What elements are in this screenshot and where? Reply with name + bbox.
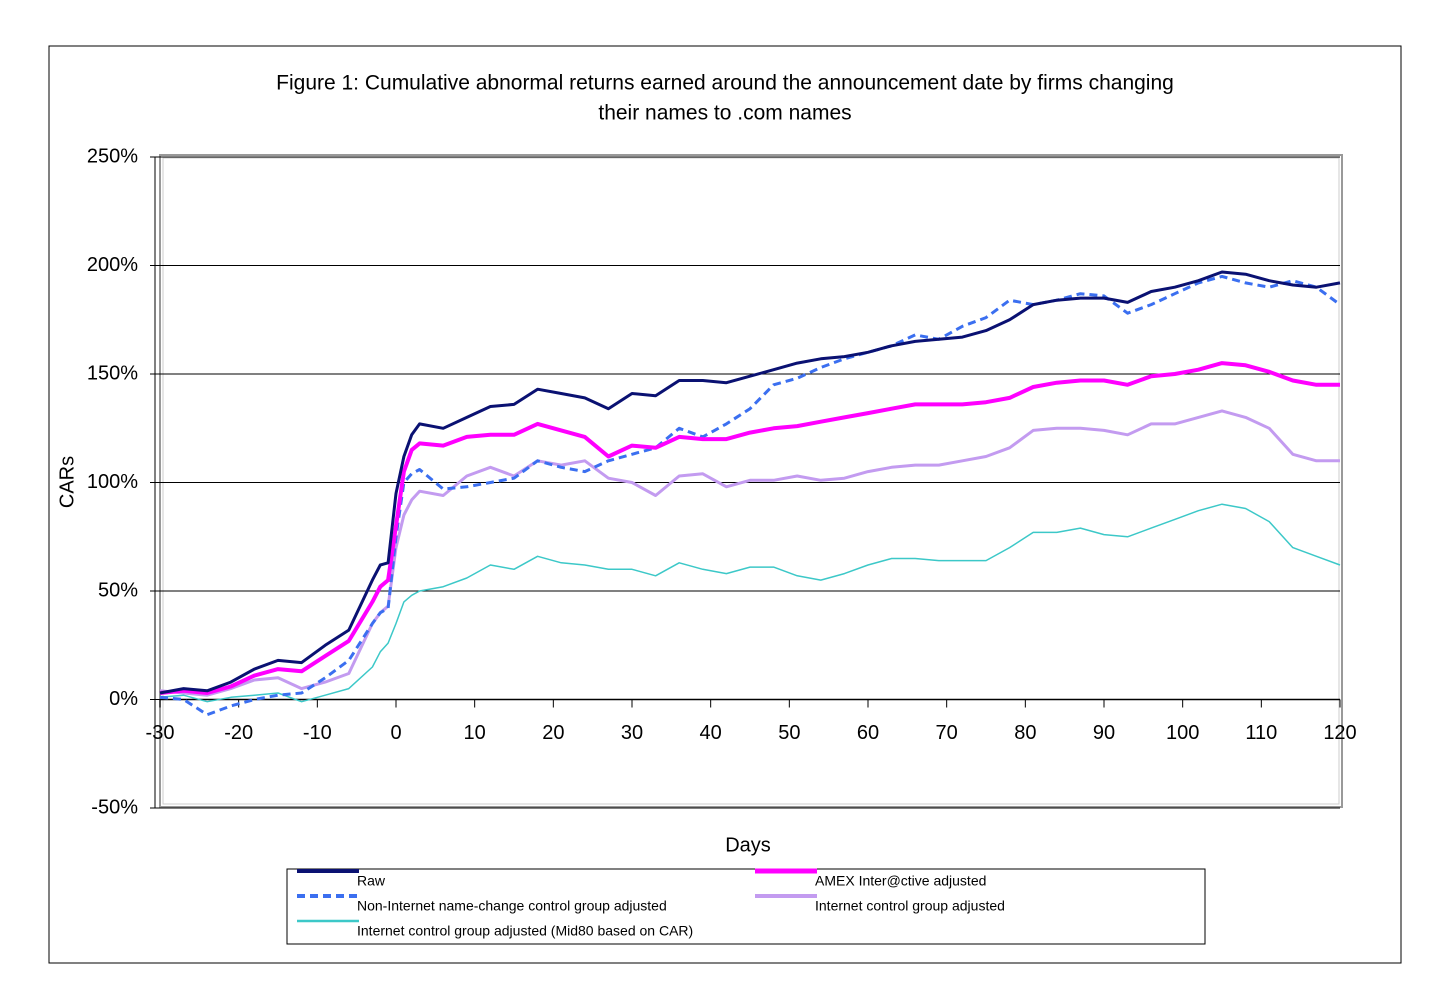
x-axis-label: Days bbox=[725, 834, 771, 856]
x-tick-label: -10 bbox=[303, 722, 332, 744]
y-tick-label: 250% bbox=[87, 145, 138, 167]
frame bbox=[48, 45, 1402, 964]
series-line bbox=[159, 270, 1341, 695]
x-tick-label: 0 bbox=[390, 722, 401, 744]
x-tick-label: -20 bbox=[224, 722, 253, 744]
legend-label: AMEX Inter@ctive adjusted bbox=[815, 873, 986, 889]
chart-title: Figure 1: Cumulative abnormal returns ea… bbox=[276, 72, 1174, 95]
series-line bbox=[159, 274, 1341, 717]
x-tick-label: 100 bbox=[1166, 722, 1199, 744]
y-tick-label: 200% bbox=[87, 254, 138, 276]
legend-label: Internet control group adjusted (Mid80 b… bbox=[357, 923, 693, 939]
series-line bbox=[159, 361, 1340, 695]
legend-label: Raw bbox=[357, 873, 386, 889]
x-tick-label: 40 bbox=[700, 722, 722, 744]
plot-border bbox=[159, 154, 1343, 808]
y-tick-label: 50% bbox=[98, 579, 138, 601]
legend-label: Non-Internet name-change control group a… bbox=[357, 898, 667, 914]
series-line bbox=[159, 503, 1341, 703]
legend-box bbox=[286, 868, 1206, 945]
legend-label: Internet control group adjusted bbox=[815, 898, 1005, 914]
x-tick-label: 90 bbox=[1093, 722, 1115, 744]
x-tick-label: 120 bbox=[1323, 722, 1356, 744]
x-tick-label: 50 bbox=[778, 722, 800, 744]
y-tick-label: 100% bbox=[87, 471, 138, 493]
x-tick-label: 60 bbox=[857, 722, 879, 744]
x-tick-label: 70 bbox=[936, 722, 958, 744]
y-axis-label: CARs bbox=[56, 456, 78, 508]
x-tick-label: 110 bbox=[1245, 722, 1277, 744]
x-tick-label: 80 bbox=[1014, 722, 1036, 744]
x-tick-label: -30 bbox=[146, 722, 175, 744]
x-tick-label: 20 bbox=[542, 722, 564, 744]
chart-title: their names to .com names bbox=[598, 102, 851, 125]
y-tick-label: 0% bbox=[109, 688, 138, 710]
x-tick-label: 30 bbox=[621, 722, 643, 744]
y-tick-label: -50% bbox=[91, 796, 138, 818]
y-tick-label: 150% bbox=[87, 362, 138, 384]
x-tick-label: 10 bbox=[464, 722, 486, 744]
plot-inner-border bbox=[162, 157, 1340, 805]
